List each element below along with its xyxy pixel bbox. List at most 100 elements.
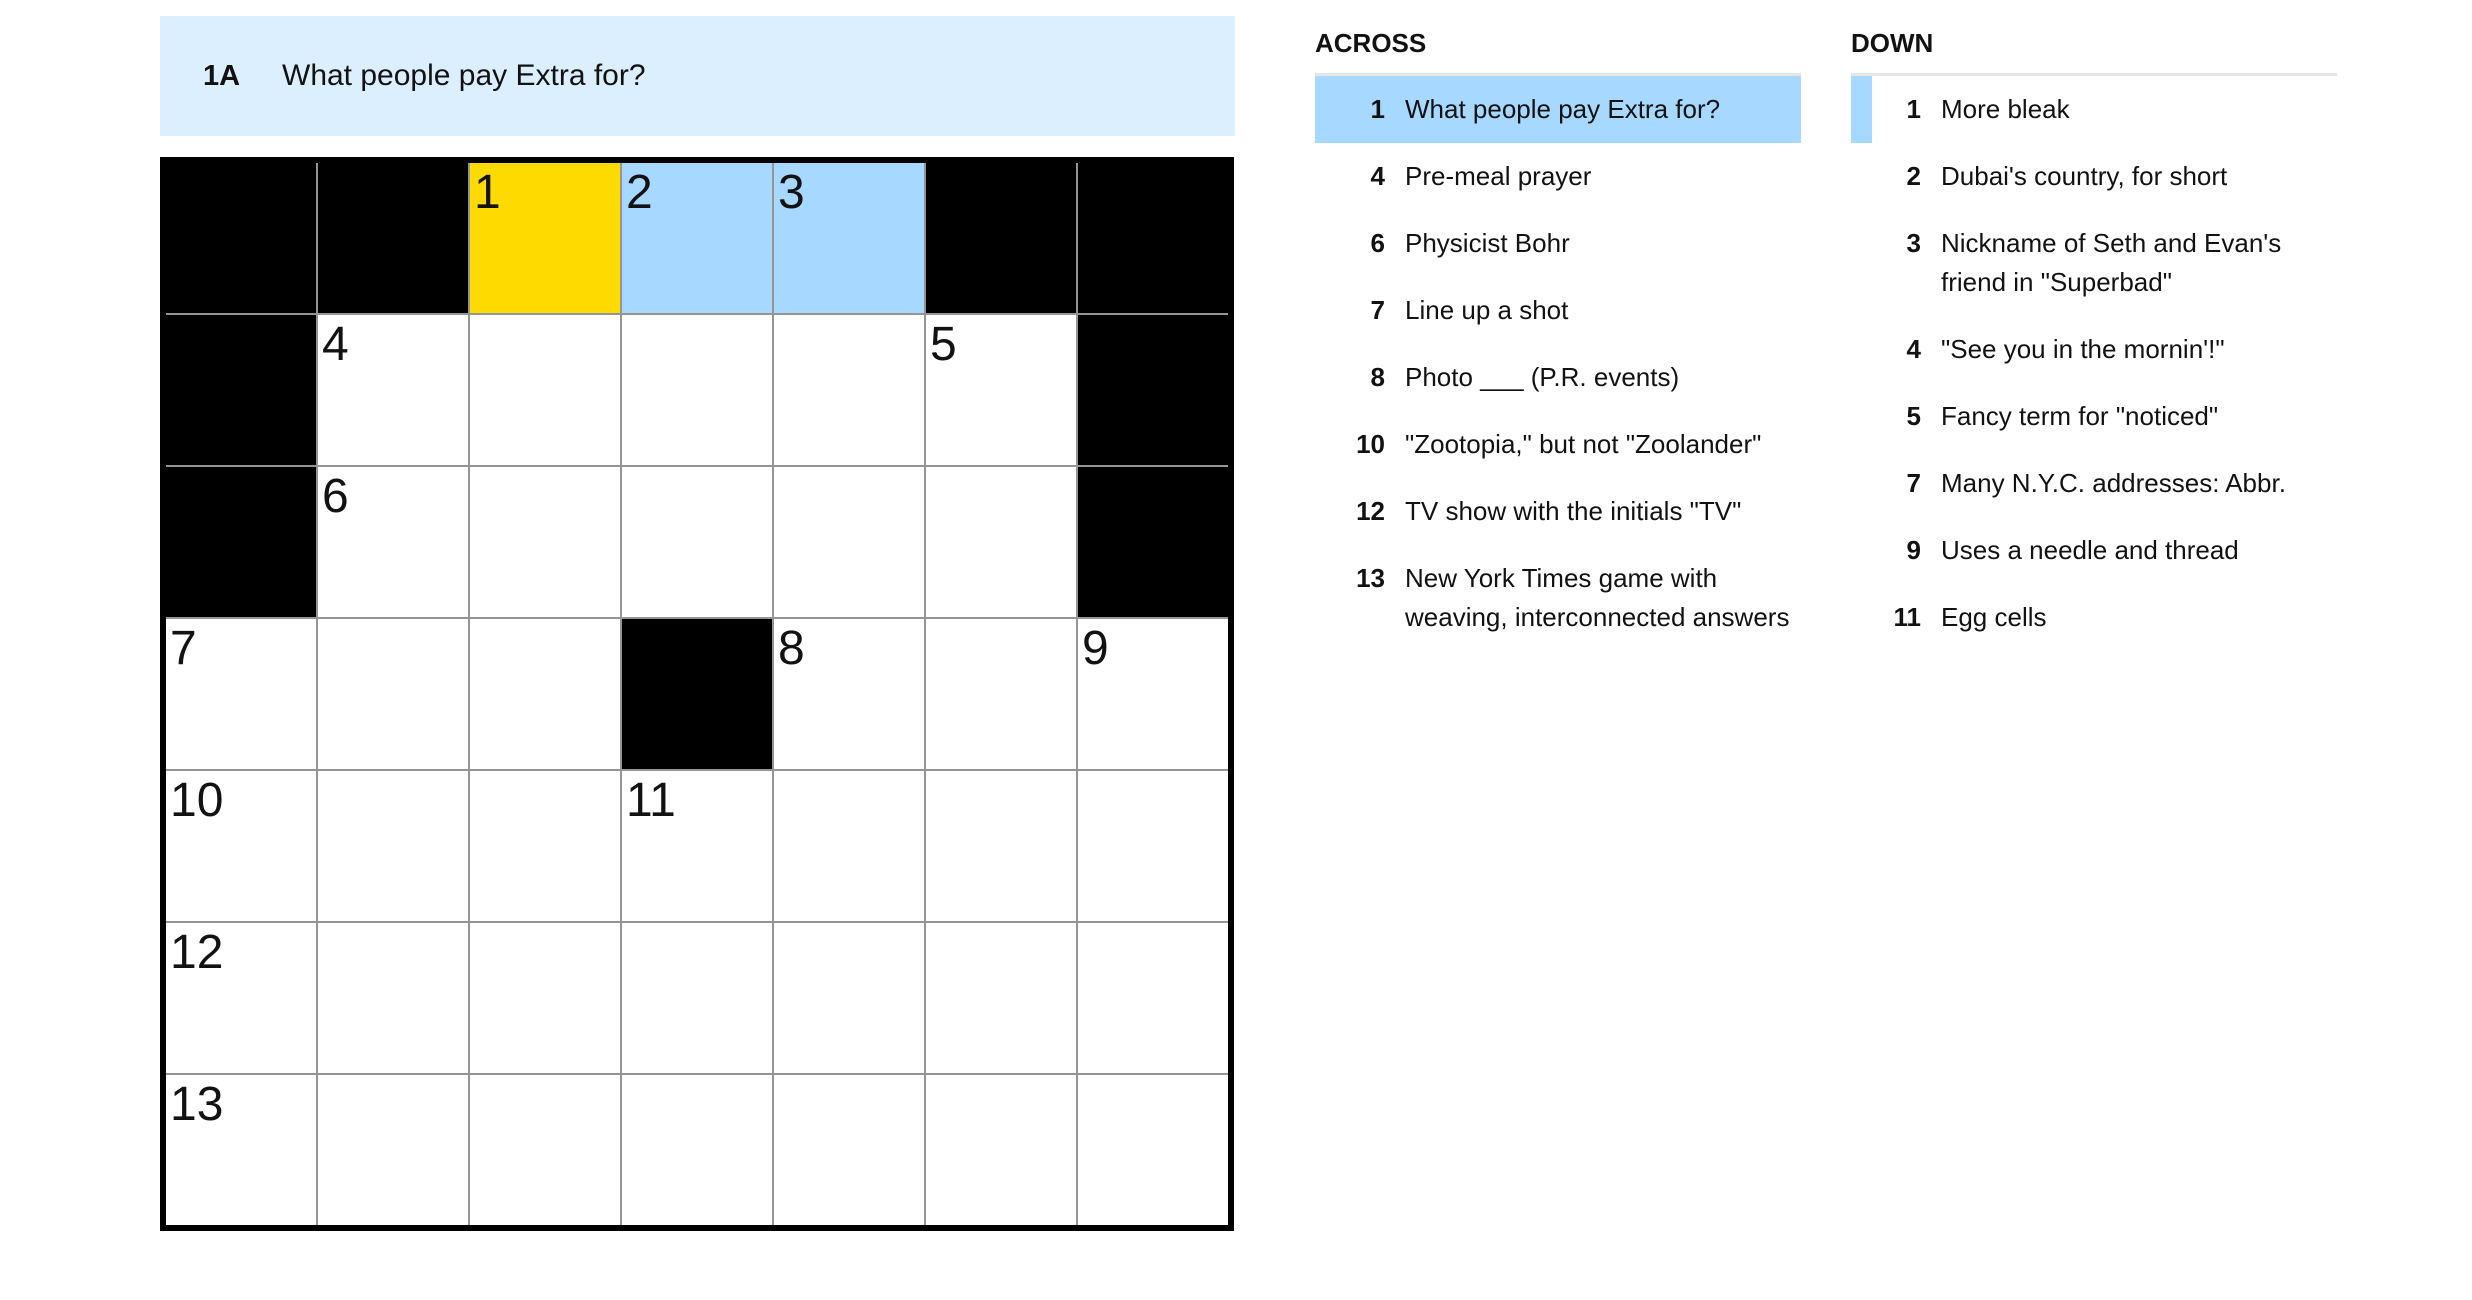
across-clue-item[interactable]: 6 Physicist Bohr — [1315, 210, 1801, 277]
grid-cell[interactable] — [470, 923, 620, 1073]
across-clue-item[interactable]: 8 Photo ___ (P.R. events) — [1315, 344, 1801, 411]
grid-cell[interactable]: 2 — [622, 163, 772, 313]
grid-cell[interactable] — [774, 315, 924, 465]
across-clue-item[interactable]: 10 "Zootopia," but not "Zoolander" — [1315, 411, 1801, 478]
grid-cell[interactable] — [774, 771, 924, 921]
grid-cell[interactable] — [1078, 1075, 1228, 1225]
down-clues: 1 More bleak 2 Dubai's country, for short 3 N… — [1851, 73, 2337, 651]
cell-number: 9 — [1082, 622, 1109, 675]
clue-text: Dubai's country, for short — [1941, 161, 2228, 191]
across-clue-item[interactable]: 1 What people pay Extra for? — [1315, 76, 1801, 143]
grid-cell[interactable] — [622, 467, 772, 617]
grid-cell[interactable] — [470, 315, 620, 465]
crossword-grid: 1 2 3 4 5 6 7 8 9 10 11 12 13 — [160, 157, 1234, 1231]
down-clue-item[interactable]: 3 Nickname of Seth and Evan's friend in "… — [1851, 210, 2337, 316]
clue-number: 9 — [1906, 535, 1921, 565]
across-clue-item[interactable]: 12 TV show with the initials "TV" — [1315, 478, 1801, 545]
grid-cell[interactable] — [774, 923, 924, 1073]
black-square — [166, 315, 316, 465]
cell-number: 6 — [322, 470, 349, 523]
across-clue-item[interactable]: 7 Line up a shot — [1315, 277, 1801, 344]
black-square — [1078, 163, 1228, 313]
down-clue-item[interactable]: 4 "See you in the mornin'!" — [1851, 316, 2337, 383]
clue-text: "See you in the mornin'!" — [1941, 334, 2225, 364]
grid-cell[interactable] — [926, 467, 1076, 617]
grid-cell[interactable]: 1 — [470, 163, 620, 313]
clue-number: 7 — [1370, 295, 1385, 325]
cell-number: 4 — [322, 318, 349, 371]
grid-cell[interactable]: 7 — [166, 619, 316, 769]
down-clue-item[interactable]: 7 Many N.Y.C. addresses: Abbr. — [1851, 450, 2337, 517]
clue-number: 13 — [1356, 563, 1385, 593]
cell-number: 5 — [930, 318, 957, 371]
grid-cell[interactable] — [470, 771, 620, 921]
grid-cell[interactable]: 9 — [1078, 619, 1228, 769]
grid-cell[interactable]: 3 — [774, 163, 924, 313]
grid-cell[interactable] — [926, 771, 1076, 921]
grid-cell[interactable] — [318, 923, 468, 1073]
grid-cell[interactable] — [1078, 771, 1228, 921]
grid-cell[interactable]: 10 — [166, 771, 316, 921]
grid-cell[interactable] — [470, 1075, 620, 1225]
across-heading: ACROSS — [1315, 28, 1427, 58]
clue-number: 7 — [1906, 468, 1921, 498]
down-clue-item[interactable]: 1 More bleak — [1851, 76, 2337, 143]
down-clue-item[interactable]: 2 Dubai's country, for short — [1851, 143, 2337, 210]
clue-number: 4 — [1370, 161, 1385, 191]
down-clue-item[interactable]: 5 Fancy term for "noticed" — [1851, 383, 2337, 450]
clue-text: Fancy term for "noticed" — [1941, 401, 2219, 431]
grid-cell[interactable] — [774, 467, 924, 617]
cell-number: 12 — [170, 926, 224, 979]
grid-cell[interactable]: 13 — [166, 1075, 316, 1225]
grid-cell[interactable]: 12 — [166, 923, 316, 1073]
across-clue-item[interactable]: 13 New York Times game with weaving, inte… — [1315, 545, 1801, 651]
grid-cell[interactable] — [926, 1075, 1076, 1225]
grid-cell[interactable] — [318, 619, 468, 769]
cell-number: 7 — [170, 622, 197, 675]
grid-cell[interactable] — [622, 923, 772, 1073]
clue-number: 6 — [1370, 228, 1385, 258]
clue-text: Line up a shot — [1405, 295, 1569, 325]
grid-cell[interactable]: 11 — [622, 771, 772, 921]
black-square — [318, 163, 468, 313]
cell-number: 13 — [170, 1078, 224, 1131]
black-square — [166, 163, 316, 313]
grid-cell[interactable] — [470, 467, 620, 617]
grid-cell[interactable]: 5 — [926, 315, 1076, 465]
clue-text: Many N.Y.C. addresses: Abbr. — [1941, 468, 2286, 498]
grid-cell[interactable]: 6 — [318, 467, 468, 617]
current-clue-text: What people pay Extra for? — [282, 59, 646, 92]
current-clue-bar[interactable]: 1A What people pay Extra for? — [160, 16, 1235, 136]
down-clue-item[interactable]: 11 Egg cells — [1851, 584, 2337, 651]
clue-text: New York Times game with weaving, interc… — [1405, 563, 1790, 632]
grid-cell[interactable] — [622, 315, 772, 465]
grid-cell[interactable]: 4 — [318, 315, 468, 465]
grid-cell[interactable] — [926, 619, 1076, 769]
down-heading: DOWN — [1851, 28, 1934, 58]
cell-number: 1 — [474, 166, 501, 219]
cell-number: 3 — [778, 166, 805, 219]
across-clue-item[interactable]: 4 Pre-meal prayer — [1315, 143, 1801, 210]
clue-text: Uses a needle and thread — [1941, 535, 2239, 565]
cell-number: 8 — [778, 622, 805, 675]
grid-cell[interactable] — [318, 771, 468, 921]
grid-cell[interactable] — [470, 619, 620, 769]
black-square — [166, 467, 316, 617]
grid-cell[interactable]: 8 — [774, 619, 924, 769]
down-clue-item[interactable]: 9 Uses a needle and thread — [1851, 517, 2337, 584]
clue-number: 3 — [1906, 228, 1921, 258]
cell-number: 2 — [626, 166, 653, 219]
clue-text: Physicist Bohr — [1405, 228, 1570, 258]
grid-cell[interactable] — [926, 923, 1076, 1073]
grid-cell[interactable] — [1078, 923, 1228, 1073]
black-square — [622, 619, 772, 769]
grid-cell[interactable] — [622, 1075, 772, 1225]
across-clues: 1 What people pay Extra for? 4 Pre-meal pra… — [1315, 73, 1801, 651]
grid-cell[interactable] — [774, 1075, 924, 1225]
clue-number: 8 — [1370, 362, 1385, 392]
clue-number: 5 — [1906, 401, 1921, 431]
clue-text: Pre-meal prayer — [1405, 161, 1592, 191]
clue-number: 1 — [1370, 94, 1385, 124]
grid-cell[interactable] — [318, 1075, 468, 1225]
clue-number: 1 — [1906, 94, 1921, 124]
